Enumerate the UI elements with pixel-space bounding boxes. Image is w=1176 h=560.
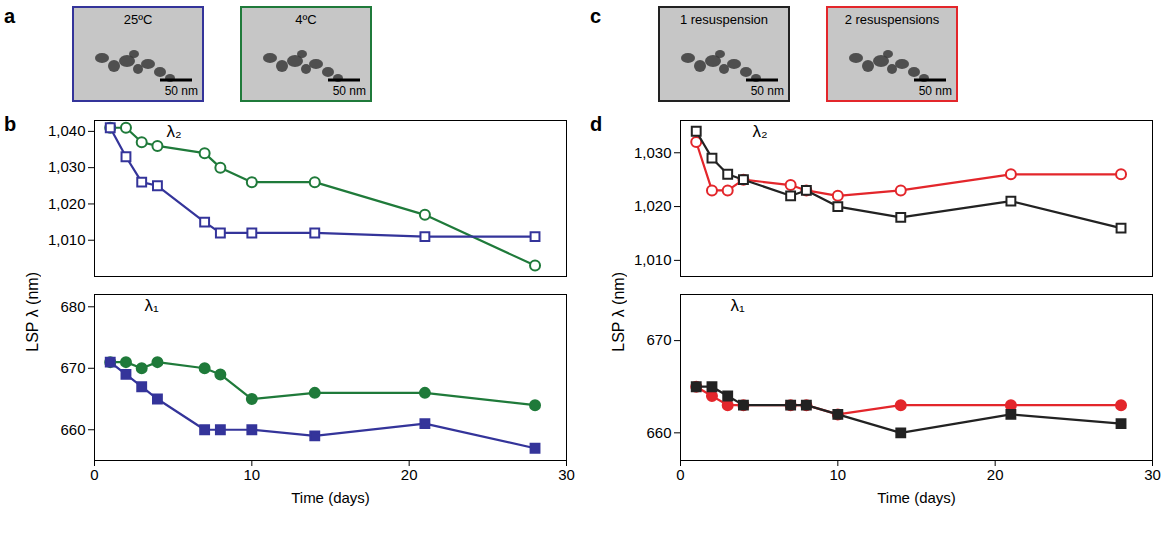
html-text:b: b — [4, 113, 17, 135]
svg-text:0: 0 — [90, 466, 98, 483]
html-text:LSP λ (nm): LSP λ (nm) — [610, 272, 627, 352]
svg-text:50 nm: 50 nm — [165, 84, 198, 98]
html-text:d: d — [590, 113, 603, 135]
svg-text:1,020: 1,020 — [634, 197, 672, 214]
svg-text:680: 680 — [60, 298, 85, 315]
svg-text:50 nm: 50 nm — [919, 84, 952, 98]
html-text:c: c — [590, 5, 602, 27]
svg-text:10: 10 — [243, 466, 260, 483]
svg-text:670: 670 — [60, 359, 85, 376]
svg-text:50 nm: 50 nm — [751, 84, 784, 98]
html-text:LSP λ (nm): LSP λ (nm) — [24, 272, 41, 352]
svg-text:λ₁: λ₁ — [145, 296, 160, 315]
svg-text:50 nm: 50 nm — [333, 84, 366, 98]
svg-text:Time (days): Time (days) — [291, 489, 370, 506]
svg-text:1 resuspension: 1 resuspension — [680, 12, 768, 27]
svg-text:1,030: 1,030 — [48, 158, 86, 175]
svg-text:λ₂: λ₂ — [753, 122, 768, 141]
svg-text:λ₂: λ₂ — [167, 122, 182, 141]
svg-text:10: 10 — [829, 466, 846, 483]
svg-text:λ₁: λ₁ — [731, 296, 746, 315]
svg-text:660: 660 — [60, 421, 85, 438]
svg-text:1,040: 1,040 — [48, 122, 86, 139]
svg-text:0: 0 — [676, 466, 684, 483]
svg-text:Time (days): Time (days) — [877, 489, 956, 506]
svg-text:1,010: 1,010 — [634, 251, 672, 268]
svg-text:25ºC: 25ºC — [124, 12, 153, 27]
svg-text:20: 20 — [401, 466, 418, 483]
svg-text:20: 20 — [987, 466, 1004, 483]
svg-text:1,030: 1,030 — [634, 144, 672, 161]
html-text:a: a — [4, 5, 16, 27]
svg-text:1,010: 1,010 — [48, 231, 86, 248]
svg-text:30: 30 — [1144, 466, 1161, 483]
svg-text:670: 670 — [646, 331, 671, 348]
svg-text:4ºC: 4ºC — [295, 12, 316, 27]
svg-text:660: 660 — [646, 424, 671, 441]
svg-text:30: 30 — [558, 466, 575, 483]
svg-text:1,020: 1,020 — [48, 195, 86, 212]
svg-text:2 resuspensions: 2 resuspensions — [845, 12, 940, 27]
